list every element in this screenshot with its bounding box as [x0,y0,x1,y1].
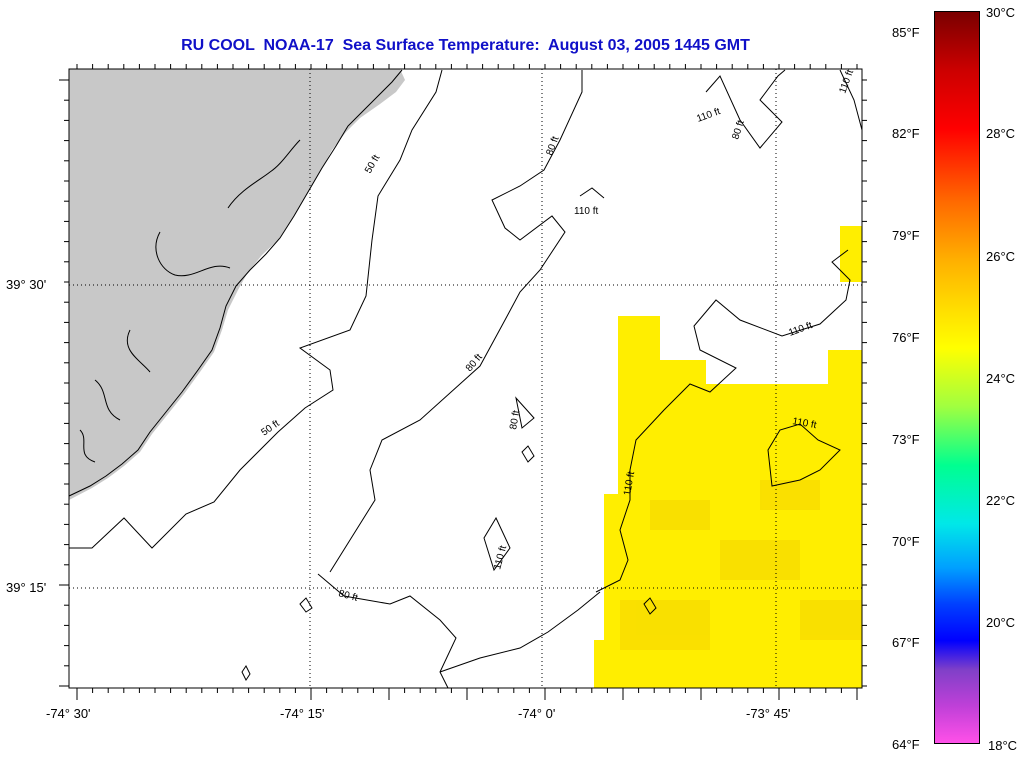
colorbar-c-label: 24°C [986,371,1016,386]
contour-label: 110 ft [791,416,817,431]
contour-label: 50 ft [259,418,281,438]
colorbar-f-label: 82°F [892,126,920,141]
colorbar-c-label: 22°C [986,493,1016,508]
contour-label: 110 ft [492,544,509,571]
lon-label-73-45: -73° 45' [746,706,791,721]
colorbar-f-label: 79°F [892,228,920,243]
contour-label: 110 ft [787,320,814,339]
contour-label: 80 ft [544,135,561,157]
colorbar-c-label: 30°C [986,5,1016,20]
temperature-colorbar [934,11,980,744]
colorbar-f-label: 76°F [892,330,920,345]
contour-label: 80 ft [730,119,747,141]
colorbar-c-label: 18°C [988,738,1018,753]
lon-label-74-0: -74° 0' [518,706,556,721]
contour-label: 50 ft [363,153,382,176]
colorbar-f-label: 67°F [892,635,920,650]
colorbar-f-label: 85°F [892,25,920,40]
colorbar-f-label: 64°F [892,737,920,752]
colorbar-c-label: 28°C [986,126,1016,141]
contour-label: 110 ft [622,470,637,496]
axis-ticks [59,64,867,700]
contour-label: 80 ft [337,588,359,604]
bathymetry-contours [69,69,863,689]
contour-label: 80 ft [508,409,522,430]
contour-label: 110 ft [574,206,598,217]
sst-patch-shading [620,480,862,650]
colorbar-c-label: 20°C [986,615,1016,630]
colorbar-f-label: 73°F [892,432,920,447]
lat-label-39-30: 39° 30' [6,277,47,292]
lon-label-74-30: -74° 30' [46,706,91,721]
coastline [68,69,403,497]
colorbar-f-label: 70°F [892,534,920,549]
map-title: RU COOL NOAA-17 Sea Surface Temperature:… [181,37,750,54]
graticule [69,69,862,688]
sst-patch [594,226,862,688]
lon-label-74-15: -74° 15' [280,706,325,721]
colorbar-c-label: 26°C [986,249,1016,264]
contour-label: 110 ft [837,68,856,95]
contour-label: 110 ft [695,106,722,125]
lat-label-39-15: 39° 15' [6,580,47,595]
map-frame [68,68,863,689]
